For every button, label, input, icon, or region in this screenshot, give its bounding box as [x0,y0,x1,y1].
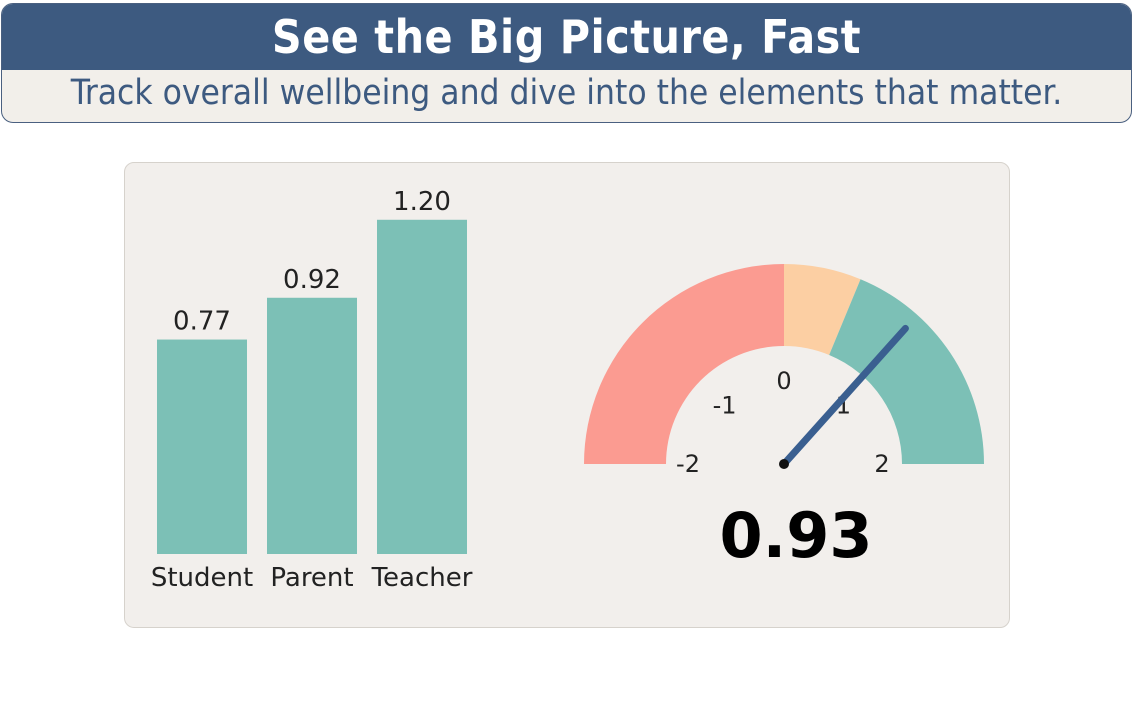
gauge-tick-label: 2 [874,450,889,478]
bar-category-label: Teacher [371,563,473,593]
dashboard-card: 0.77 Student 0.92 Parent 1.20 Teacher -2 -1 0 1 2… [124,162,1010,628]
gauge-needle-hub [779,459,789,469]
gauge-value: 0.93 [720,499,873,572]
bar-category-label: Parent [270,563,353,593]
bar-value-label: 0.92 [283,265,341,295]
bar-category-label: Student [151,563,253,593]
gauge-band-1 [784,264,861,355]
bar-value-label: 0.77 [173,307,231,337]
gauge-band-0 [584,264,784,464]
gauge-band-2 [829,279,984,464]
bar-student [157,339,247,554]
page-subtitle: Track overall wellbeing and dive into th… [70,73,1063,113]
gauge-tick-label: -1 [713,392,737,420]
gauge-needle [780,324,909,468]
bar-value-label: 1.20 [393,187,451,217]
bar-teacher [377,219,467,554]
gauge-tick-label: 0 [776,367,791,395]
gauge-tick-label: -2 [676,450,700,478]
header-banner: See the Big Picture, Fast Track overall … [1,3,1132,123]
bar-parent [267,297,357,554]
bar-chart: 0.77 Student 0.92 Parent 1.20 Teacher [151,187,473,593]
page-title: See the Big Picture, Fast [2,4,1131,70]
